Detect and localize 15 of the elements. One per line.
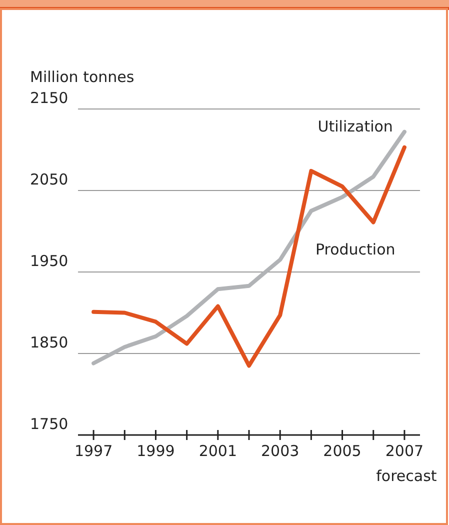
x-tick-label: 2005 <box>323 442 362 460</box>
x-tick-label: 1999 <box>136 442 175 460</box>
y-tick-label: 1950 <box>30 252 68 270</box>
x-tick-label: 1997 <box>74 442 113 460</box>
text: forecast <box>376 467 437 485</box>
x-tick-label: 2007 <box>385 442 424 460</box>
y-tick-label: 1850 <box>30 334 68 352</box>
y-tick-label: 2050 <box>30 170 68 188</box>
x-tick-label: 2001 <box>198 442 238 460</box>
y-axis-title: Million tonnes <box>30 68 134 86</box>
x-tick-label: 2003 <box>260 442 300 460</box>
series-label: Utilization <box>318 118 393 136</box>
y-tick-label: 2150 <box>30 89 68 107</box>
y-tick-label: 1750 <box>30 415 68 433</box>
series-label: Production <box>315 240 396 258</box>
